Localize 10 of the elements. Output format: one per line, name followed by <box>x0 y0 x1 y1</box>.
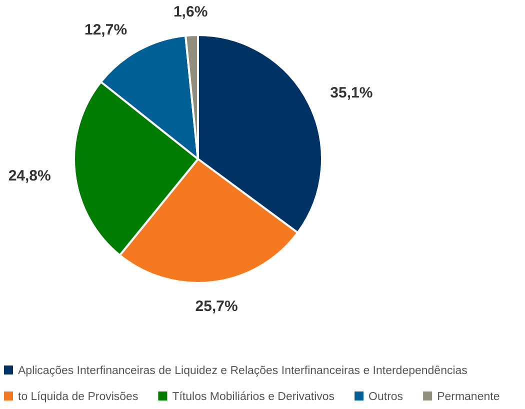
data-label: 12,7% <box>84 21 128 38</box>
data-label: 24,8% <box>8 167 51 184</box>
legend-label: Permanente <box>437 391 500 404</box>
legend-label: Outros <box>368 391 404 404</box>
data-label: 35,1% <box>330 84 373 102</box>
data-label: 25,7% <box>195 298 238 316</box>
data-label: 1,6% <box>173 3 208 20</box>
legend-label: Aplicações Interfinanceiras de Liquidez e Relações Interfinanceiras e Interdependências <box>18 365 468 378</box>
legend-label: Títulos Mobiliários e Derivativos <box>172 391 335 404</box>
legend-label: to Líquida de Provisões <box>18 391 138 404</box>
